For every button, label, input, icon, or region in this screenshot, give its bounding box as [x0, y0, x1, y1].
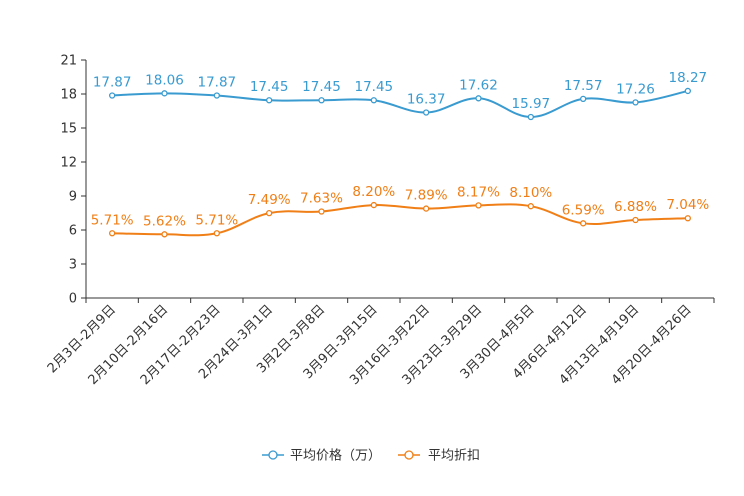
- data-point[interactable]: [527, 203, 534, 210]
- chart-legend[interactable]: 平均价格（万） 平均折扣: [262, 448, 480, 464]
- data-point[interactable]: [580, 220, 587, 227]
- data-point[interactable]: [318, 97, 325, 104]
- legend-label: 平均折扣: [428, 449, 480, 464]
- data-label: 17.87: [93, 74, 132, 90]
- y-tick-label: 18: [60, 88, 77, 103]
- data-point[interactable]: [423, 109, 430, 116]
- data-point[interactable]: [161, 231, 168, 238]
- data-label: 18.27: [669, 70, 708, 86]
- data-point[interactable]: [109, 92, 116, 99]
- x-axis-ticks: 2月3日-2月9日2月10日-2月16日2月17日-2月23日2月24日-3月1…: [45, 298, 715, 388]
- y-tick-label: 9: [69, 190, 77, 205]
- y-tick-label: 21: [60, 54, 77, 69]
- data-point[interactable]: [370, 97, 377, 104]
- data-point[interactable]: [266, 97, 273, 104]
- y-tick-label: 15: [60, 122, 77, 137]
- data-label: 18.06: [145, 72, 184, 88]
- data-label: 15.97: [512, 96, 551, 112]
- data-point[interactable]: [213, 230, 220, 237]
- data-point[interactable]: [580, 95, 587, 103]
- data-point[interactable]: [266, 209, 273, 217]
- data-point[interactable]: [213, 92, 220, 99]
- data-label: 17.45: [302, 79, 341, 95]
- y-axis-ticks: 0 3 6 9 12 15 18 21: [60, 54, 86, 307]
- data-label: 8.17%: [457, 184, 500, 200]
- data-label: 17.45: [250, 79, 289, 95]
- data-label: 17.45: [355, 79, 394, 95]
- data-point[interactable]: [109, 230, 116, 237]
- data-label: 7.04%: [666, 197, 709, 213]
- legend-item-avg-price[interactable]: 平均价格（万）: [262, 448, 381, 464]
- series-line: [112, 203, 688, 237]
- data-point[interactable]: [475, 95, 482, 102]
- data-label: 17.57: [564, 78, 603, 94]
- y-tick-label: 0: [69, 292, 77, 307]
- data-label: 17.62: [459, 77, 498, 93]
- data-point[interactable]: [632, 216, 639, 224]
- series-avg-discount: 5.71% 5.62% 5.71% 7.49% 7.63% 8.20% 7.89% 8.17%…: [91, 184, 709, 238]
- legend-item-avg-discount[interactable]: 平均折扣: [398, 449, 480, 464]
- data-label: 16.37: [407, 91, 446, 107]
- data-point[interactable]: [684, 87, 691, 95]
- data-label: 8.10%: [509, 185, 552, 201]
- data-label: 7.49%: [248, 192, 291, 208]
- legend-marker-icon: [268, 450, 278, 460]
- data-point[interactable]: [475, 202, 482, 209]
- legend-label: 平均价格（万）: [290, 448, 381, 464]
- data-point[interactable]: [423, 205, 430, 212]
- data-point[interactable]: [161, 90, 168, 97]
- data-point[interactable]: [632, 99, 639, 106]
- data-label: 5.71%: [195, 212, 238, 228]
- data-point[interactable]: [684, 215, 691, 222]
- data-label: 5.71%: [91, 212, 134, 228]
- series-line: [112, 89, 689, 119]
- data-label: 8.20%: [352, 184, 395, 200]
- data-label: 6.59%: [562, 202, 605, 218]
- data-label: 7.89%: [405, 188, 448, 204]
- data-point[interactable]: [370, 201, 377, 209]
- data-label: 17.26: [616, 81, 655, 97]
- data-label: 6.88%: [614, 199, 657, 215]
- y-tick-label: 6: [69, 224, 77, 239]
- data-label: 5.62%: [143, 213, 186, 229]
- y-tick-label: 12: [60, 156, 77, 171]
- data-label: 7.63%: [300, 191, 343, 207]
- data-point[interactable]: [527, 113, 534, 121]
- y-tick-label: 3: [69, 258, 77, 273]
- chart-series: 17.87 18.06 17.87 17.45 17.45 17.45 16.37 17.62…: [91, 70, 709, 238]
- data-point[interactable]: [318, 208, 325, 215]
- legend-marker-icon: [404, 450, 414, 460]
- data-label: 17.87: [198, 74, 237, 90]
- series-avg-price: 17.87 18.06 17.87 17.45 17.45 17.45 16.37 17.62…: [93, 70, 708, 121]
